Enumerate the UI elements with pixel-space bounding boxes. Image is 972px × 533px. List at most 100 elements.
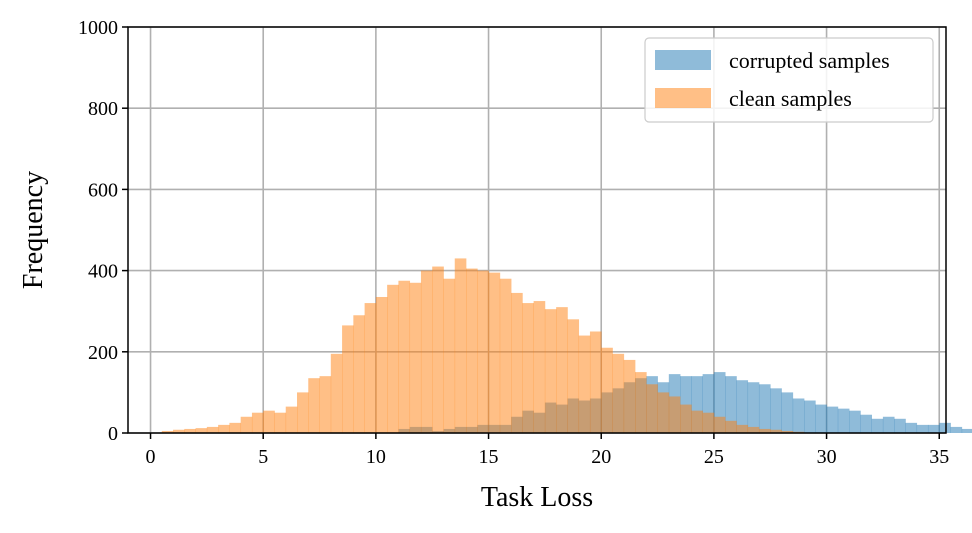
x-tick-label: 0 (146, 446, 156, 468)
histogram-bar (612, 353, 625, 433)
histogram-bar (297, 392, 309, 433)
x-tick-label: 25 (704, 446, 724, 468)
histogram-bar (916, 424, 929, 433)
y-tick-label: 400 (88, 261, 118, 283)
legend-swatch-clean (655, 88, 711, 108)
bars-layer (161, 258, 972, 433)
histogram-bar (364, 303, 377, 433)
histogram-bar (387, 284, 399, 433)
histogram-bar (702, 412, 715, 433)
histogram-bar (443, 278, 456, 433)
x-tick-label: 5 (258, 446, 268, 468)
histogram-bar (849, 410, 861, 433)
x-tick-label: 30 (817, 446, 837, 468)
x-tick-label: 20 (591, 446, 611, 468)
histogram-bar (713, 416, 726, 433)
histogram-bar (477, 270, 489, 433)
histogram-bar (184, 428, 196, 433)
histogram-bar (330, 353, 343, 433)
histogram-bar (736, 380, 749, 433)
histogram-bar (939, 422, 951, 433)
histogram-bar (499, 278, 512, 433)
plot-frame (127, 26, 947, 434)
y-tick-label: 800 (88, 98, 118, 120)
histogram-bar (815, 404, 827, 433)
histogram-bar (195, 428, 208, 433)
histogram-bar (770, 388, 782, 433)
x-tick-label: 35 (929, 446, 949, 468)
histogram-bar (218, 424, 230, 433)
histogram-bar (353, 315, 365, 433)
legend-swatch-corrupted (655, 50, 711, 70)
histogram-bar (747, 382, 760, 433)
ticks-layer: 0 5 10 15 20 25 30 35 0 200 400 600 800 1000 (78, 17, 949, 468)
histogram-bar (488, 272, 501, 433)
y-tick-label: 1000 (78, 17, 118, 39)
histogram-bar (375, 296, 388, 433)
histogram-bar (781, 430, 794, 433)
histogram-bar (319, 376, 332, 433)
histogram-bar (229, 422, 242, 433)
histogram-bar (454, 258, 467, 433)
histogram-bar (623, 359, 636, 433)
histogram-bar (398, 280, 411, 433)
histogram-bar (770, 429, 782, 433)
axes-layer (127, 26, 947, 434)
histogram-bar (578, 335, 591, 433)
histogram-bar (466, 268, 478, 433)
histogram-bar (725, 420, 737, 433)
histogram-bar (544, 309, 557, 433)
histogram-bar (781, 392, 794, 433)
histogram-bar (826, 406, 839, 433)
histogram-bar (950, 426, 963, 433)
histogram-bar (905, 422, 918, 433)
y-tick-label: 200 (88, 342, 118, 364)
y-tick-label: 600 (88, 179, 118, 201)
x-tick-label: 10 (366, 446, 386, 468)
histogram-bar (792, 398, 805, 433)
histogram-bar (173, 429, 185, 433)
histogram-bar (860, 414, 872, 433)
legend-label-corrupted: corrupted samples (729, 48, 890, 73)
histogram-bar (556, 307, 568, 433)
histogram-bar (882, 416, 895, 433)
histogram-bar (691, 410, 703, 433)
histogram-bar (420, 270, 433, 433)
histogram-bar (747, 426, 760, 433)
histogram-bar (342, 325, 354, 433)
legend-box (644, 37, 934, 123)
histogram-bar (522, 303, 534, 433)
histogram-bar (635, 372, 647, 433)
legend-label-clean: clean samples (729, 86, 852, 111)
histogram-bar (804, 400, 816, 433)
histogram-bar (601, 347, 613, 433)
histogram-bar (285, 406, 298, 433)
histogram-bar (206, 426, 219, 433)
histogram-bar (308, 378, 320, 433)
histogram-bar (961, 428, 972, 433)
histogram-bar (702, 374, 715, 433)
histogram-bar (646, 384, 658, 433)
histogram-bar (927, 424, 940, 433)
x-axis-label: Task Loss (481, 482, 593, 513)
histogram-bar (432, 266, 444, 433)
histogram-bar (589, 331, 602, 433)
histogram-bar (837, 408, 850, 433)
histogram-bar (240, 416, 253, 433)
y-tick-label: 0 (108, 423, 118, 445)
y-axis-label: Frequency (18, 171, 49, 289)
histogram-bar (274, 412, 287, 433)
histogram-bar (894, 418, 906, 433)
histogram-bar (736, 424, 749, 433)
histogram-bar (409, 282, 422, 433)
histogram-bar (758, 428, 771, 433)
histogram-bar (713, 372, 726, 433)
histogram-bar (511, 292, 523, 433)
histogram-bar (871, 418, 884, 433)
histogram-bar (567, 319, 580, 433)
histogram-bar (680, 404, 692, 433)
histogram-bar (251, 412, 264, 433)
histogram-bar (657, 392, 670, 433)
histogram-bar (161, 430, 174, 433)
